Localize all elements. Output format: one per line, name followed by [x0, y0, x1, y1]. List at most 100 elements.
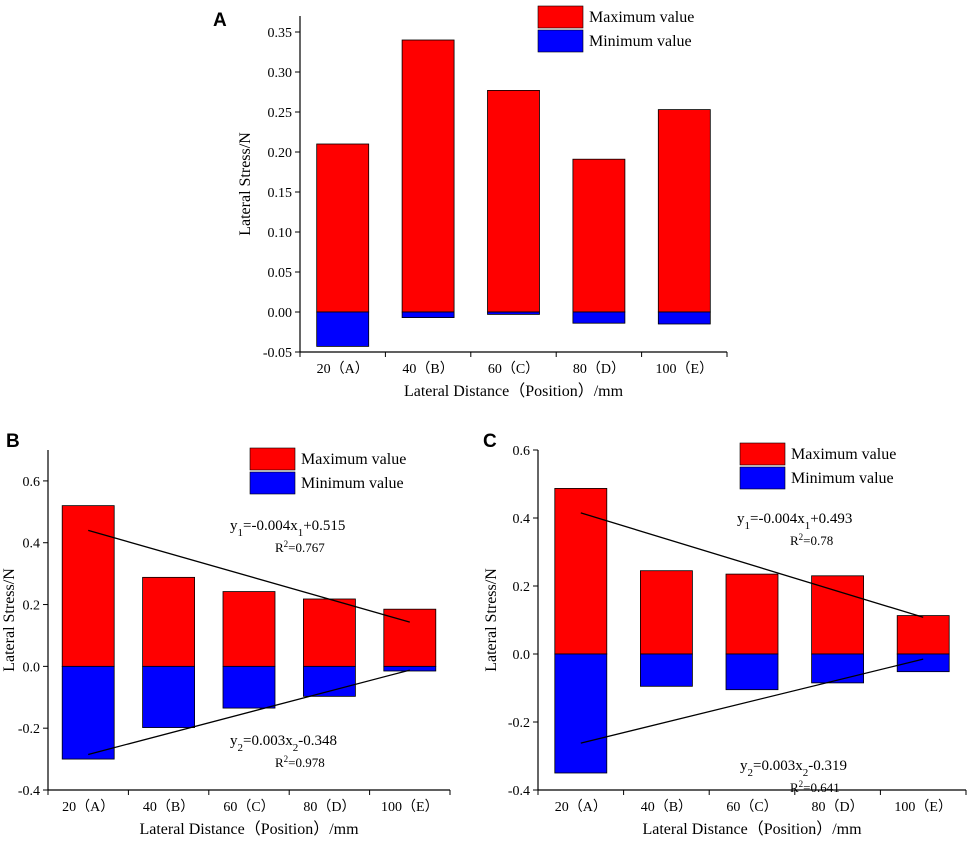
eq-tail: -0.319 [808, 758, 847, 774]
legend-label: Maximum value [589, 9, 694, 26]
x-tick-label: 20（A） [62, 799, 114, 815]
r2-sup: 2 [284, 754, 289, 764]
panel-label: A [213, 10, 227, 31]
y-tick-label: 0.2 [513, 580, 531, 595]
y-tick-label: -0.4 [18, 784, 40, 799]
legend-swatch-min [249, 471, 296, 495]
r-squared-1: R2=0.767 [275, 539, 325, 555]
min-bar-4 [811, 653, 864, 684]
r2-sup: 2 [284, 539, 289, 549]
r2-letter: R [275, 755, 284, 770]
y-tick-label: 0.4 [23, 537, 41, 552]
y-tick-label: -0.2 [508, 716, 530, 731]
r2-tail: =0.767 [288, 540, 325, 555]
max-bar-2 [401, 39, 455, 313]
x-tick-label: 40（B） [143, 799, 194, 815]
max-bar-5 [896, 615, 950, 655]
eq-mid: =0.003x [753, 758, 803, 774]
eq-y: y [230, 733, 238, 749]
y-axis-title: Lateral Stress/N [483, 568, 500, 672]
min-bar-5 [657, 311, 711, 325]
regression-equation-2: y2=0.003x2-0.319 [740, 758, 847, 779]
y-tick-label: -0.2 [18, 722, 40, 737]
legend-swatch-max [537, 5, 584, 29]
eq-mid: =-0.004x [243, 518, 298, 534]
legend-label: Minimum value [301, 475, 404, 492]
r2-tail: =0.78 [803, 533, 833, 548]
min-bar-2 [142, 665, 196, 728]
y-axis-title: Lateral Stress/N [1, 568, 18, 672]
y-tick-label: 0.0 [513, 648, 531, 663]
max-bar-2 [640, 570, 693, 655]
eq-y: y [230, 518, 238, 534]
fit-line-1 [88, 529, 410, 623]
min-bar-3 [725, 653, 779, 691]
min-bar-2 [401, 311, 455, 318]
legend-label: Maximum value [791, 446, 896, 463]
fit-line-2 [88, 669, 410, 756]
min-bar-5 [383, 665, 437, 672]
max-bar-4 [811, 575, 864, 655]
min-bar-5 [896, 653, 950, 673]
min-bar-1 [554, 653, 608, 774]
x-tick-label: 80（D） [812, 799, 864, 815]
r2-letter: R [790, 533, 799, 548]
eq-y: y [737, 511, 745, 527]
min-bar-3 [222, 665, 276, 709]
legend: Maximum value Minimum value [537, 5, 694, 53]
max-bar-3 [725, 573, 779, 655]
x-axis-title: Lateral Distance（Position）/mm [139, 820, 359, 838]
panel-label: B [6, 431, 20, 452]
y-tick-label: -0.4 [508, 784, 530, 799]
chart-panel-a: A -0.05 0.00 0.05 0.10 0.15 0.20 0.25 0.30 0.35 20… [213, 5, 728, 400]
r2-tail: =0.978 [288, 755, 325, 770]
y-tick-label: 0.4 [513, 512, 531, 527]
eq-tail: -0.348 [298, 733, 337, 749]
y-tick-label: 0.2 [23, 599, 41, 614]
fit-line-2 [580, 658, 924, 744]
x-axis-title: Lateral Distance（Position）/mm [404, 382, 624, 400]
max-bar-1 [61, 505, 115, 667]
max-bar-3 [487, 90, 540, 313]
eq-sub: 2 [748, 767, 754, 779]
r2-sup: 2 [799, 532, 804, 542]
eq-tail: +0.493 [810, 511, 852, 527]
r2-letter: R [790, 780, 799, 795]
eq-sub: 1 [805, 520, 811, 532]
y-tick-label: 0.20 [268, 146, 293, 161]
panel-label: C [483, 431, 497, 452]
regression-equation-1: y1=-0.004x1+0.515 [230, 518, 345, 539]
r-squared-2: R2=0.641 [790, 779, 840, 795]
eq-sub: 2 [803, 767, 809, 779]
x-tick-label: 60（C） [726, 799, 777, 815]
r2-tail: =0.641 [803, 780, 840, 795]
r2-sup: 2 [799, 779, 804, 789]
chart-panel-c: C -0.4 -0.2 0.0 0.2 0.4 0.6 20（A） 40（B） 60（C） 80（D… [483, 431, 967, 838]
max-bar-5 [657, 109, 711, 313]
y-tick-label: 0.05 [268, 266, 293, 281]
chart-panel-b: B -0.4 -0.2 0.0 0.2 0.4 0.6 20（A） 40（B） 60（C） 80（D… [1, 431, 451, 838]
r2-letter: R [275, 540, 284, 555]
y-tick-label: 0.6 [23, 475, 41, 490]
x-tick-label: 100（E） [381, 799, 439, 815]
regression-equation-2: y2=0.003x2-0.348 [230, 733, 337, 754]
max-bar-1 [554, 488, 608, 655]
legend-swatch-max [249, 447, 296, 471]
r-squared-2: R2=0.978 [275, 754, 325, 770]
eq-tail: +0.515 [303, 518, 345, 534]
y-tick-label: 0.15 [268, 186, 293, 201]
max-bar-1 [316, 143, 370, 313]
eq-mid: =-0.004x [750, 511, 805, 527]
min-bar-4 [302, 665, 356, 697]
eq-sub: 2 [293, 742, 299, 754]
x-tick-label: 60（C） [488, 361, 539, 377]
fit-line-1 [580, 512, 924, 618]
legend: Maximum value Minimum value [739, 442, 896, 490]
x-tick-label: 100（E） [656, 361, 714, 377]
min-bar-4 [572, 311, 626, 324]
x-tick-label: 80（D） [303, 799, 355, 815]
eq-sub: 2 [238, 742, 244, 754]
y-tick-label: 0.6 [513, 444, 531, 459]
